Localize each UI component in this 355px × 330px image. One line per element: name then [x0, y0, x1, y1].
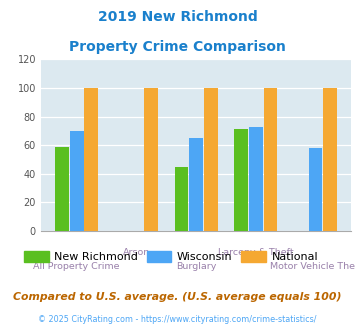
Text: Burglary: Burglary [176, 262, 216, 271]
Bar [249, 127, 263, 231]
Text: Property Crime Comparison: Property Crime Comparison [69, 40, 286, 53]
Bar [323, 88, 337, 231]
Text: Arson: Arson [123, 248, 150, 257]
Text: © 2025 CityRating.com - https://www.cityrating.com/crime-statistics/: © 2025 CityRating.com - https://www.city… [38, 315, 317, 324]
Bar [70, 131, 83, 231]
Bar [175, 167, 189, 231]
Bar [234, 129, 248, 231]
Text: 2019 New Richmond: 2019 New Richmond [98, 10, 257, 24]
Bar [144, 88, 158, 231]
Text: Larceny & Theft: Larceny & Theft [218, 248, 294, 257]
Text: Compared to U.S. average. (U.S. average equals 100): Compared to U.S. average. (U.S. average … [13, 292, 342, 302]
Bar [264, 88, 277, 231]
Text: Motor Vehicle Theft: Motor Vehicle Theft [269, 262, 355, 271]
Legend: New Richmond, Wisconsin, National: New Richmond, Wisconsin, National [20, 247, 323, 267]
Bar [204, 88, 218, 231]
Bar [309, 148, 322, 231]
Bar [84, 88, 98, 231]
Bar [189, 138, 203, 231]
Text: All Property Crime: All Property Crime [33, 262, 120, 271]
Bar [55, 147, 69, 231]
